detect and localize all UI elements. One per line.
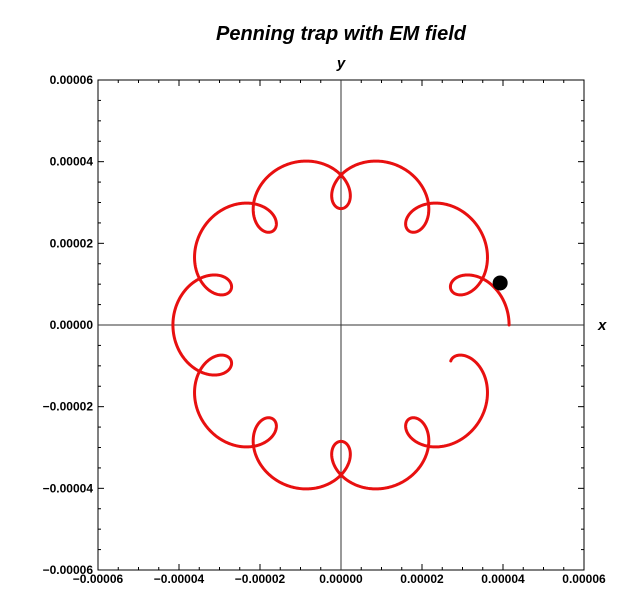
x-tick-label: 0.00000 [319,572,363,586]
x-tick-label: −0.00006 [73,572,124,586]
x-axis-name: x [597,317,607,334]
chart-title: Penning trap with EM field [216,23,467,45]
y-tick-label: −0.00006 [43,563,94,577]
particle-marker [492,275,508,291]
trajectory-series-line [171,159,511,491]
y-tick-label: 0.00006 [50,73,94,87]
y-tick-label: 0.00000 [50,318,94,332]
x-tick-label: 0.00002 [400,572,444,586]
x-tick-label: 0.00004 [481,572,525,586]
ticks [97,79,585,571]
y-axis-name: y [336,55,346,72]
x-tick-label: 0.00006 [562,572,606,586]
tick-labels: −0.00006 −0.00004 −0.00002 0.00000 0.00002 0.… [43,73,606,586]
y-tick-label: −0.00004 [43,481,94,495]
x-tick-label: −0.00002 [235,572,286,586]
y-tick-label: 0.00002 [50,236,94,250]
x-tick-label: −0.00004 [154,572,205,586]
y-tick-label: −0.00002 [43,400,94,414]
y-tick-label: 0.00004 [50,155,94,169]
